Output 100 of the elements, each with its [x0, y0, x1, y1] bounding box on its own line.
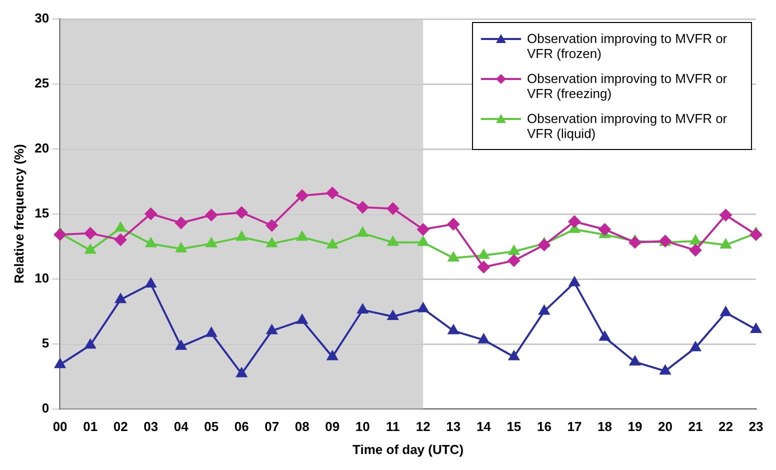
- point: [478, 249, 490, 259]
- point: [689, 244, 702, 256]
- point: [599, 331, 610, 341]
- point: [296, 190, 308, 202]
- x-tick-label: 00: [52, 419, 68, 434]
- x-tick-label: 20: [658, 419, 672, 434]
- x-tick-label: 21: [688, 419, 703, 434]
- point: [176, 242, 186, 252]
- point: [478, 334, 490, 344]
- point: [327, 350, 338, 360]
- point: [357, 304, 368, 314]
- point: [144, 208, 157, 220]
- x-tick-label: 15: [506, 419, 522, 434]
- point: [205, 209, 218, 222]
- point: [750, 228, 762, 241]
- point: [114, 234, 127, 246]
- legend-label: Observation improving to MVFR or VFR (frozen): [527, 31, 728, 61]
- point: [628, 236, 641, 248]
- point: [115, 294, 126, 304]
- x-tick-label: 13: [446, 419, 461, 434]
- point: [720, 306, 732, 316]
- point: [508, 254, 520, 267]
- point: [660, 365, 671, 375]
- x-tick-label: 16: [536, 419, 552, 434]
- point: [327, 239, 338, 248]
- point: [266, 220, 278, 232]
- x-tick-label: 07: [264, 419, 280, 434]
- point: [598, 223, 611, 236]
- point: [266, 324, 278, 334]
- x-tick-label: 17: [567, 419, 582, 434]
- point: [236, 206, 248, 218]
- point: [448, 252, 459, 262]
- y-tick-label: 0: [42, 400, 50, 416]
- x-tick-label: 19: [628, 419, 642, 434]
- point: [115, 222, 126, 232]
- point: [146, 238, 156, 248]
- x-tick-label: 09: [325, 419, 340, 434]
- x-tick-label: 10: [355, 419, 370, 434]
- legend-label: Observation improving to MVFR or VFR (liquid): [527, 111, 728, 141]
- y-tick-label: 10: [34, 270, 50, 286]
- point: [206, 238, 217, 248]
- point: [296, 231, 308, 241]
- x-axis-title: Time of day (UTC): [352, 442, 464, 457]
- y-tick-label: 15: [34, 205, 50, 220]
- point: [356, 201, 369, 214]
- point: [720, 209, 732, 222]
- point: [720, 239, 732, 248]
- x-tick-label: 23: [748, 419, 764, 434]
- x-tick-label: 03: [144, 419, 158, 434]
- x-tick-label: 04: [174, 419, 190, 434]
- point: [448, 324, 459, 334]
- point: [236, 231, 247, 241]
- x-tick-label: 14: [476, 419, 492, 434]
- x-tick-label: 18: [597, 419, 612, 434]
- point: [84, 227, 96, 240]
- point: [386, 202, 399, 215]
- y-axis-title: Relative frequency (%): [11, 144, 26, 284]
- point: [84, 339, 96, 349]
- point: [690, 342, 701, 352]
- y-tick-label: 20: [34, 140, 50, 156]
- point: [175, 216, 188, 229]
- point: [266, 238, 278, 248]
- point: [418, 302, 428, 312]
- x-tick-label: 01: [83, 419, 98, 434]
- point: [388, 310, 398, 320]
- point: [569, 276, 580, 286]
- point: [690, 235, 701, 245]
- point: [206, 327, 217, 337]
- point: [447, 218, 460, 230]
- x-tick-label: 06: [234, 419, 249, 434]
- point: [538, 239, 550, 251]
- x-tick-label: 12: [416, 419, 430, 434]
- point: [296, 314, 308, 324]
- point: [750, 324, 762, 333]
- point: [508, 350, 520, 360]
- y-tick-label: 25: [34, 75, 50, 90]
- point: [146, 278, 156, 288]
- x-tick-label: 22: [718, 419, 733, 434]
- y-tick-label: 30: [34, 10, 50, 26]
- point: [508, 246, 520, 255]
- point: [176, 340, 186, 350]
- legend-label: Observation improving to MVFR or VFR (freezing): [527, 71, 728, 101]
- point: [54, 228, 66, 241]
- x-tick-label: 11: [386, 419, 400, 434]
- point: [418, 236, 428, 246]
- y-tick-label: 5: [42, 335, 50, 350]
- point: [478, 261, 490, 274]
- point: [417, 223, 430, 236]
- x-tick-label: 05: [204, 419, 219, 434]
- point: [326, 187, 338, 199]
- point: [84, 244, 96, 254]
- point: [236, 368, 247, 378]
- x-tick-label: 02: [113, 419, 128, 434]
- x-tick-label: 08: [294, 419, 310, 434]
- point: [54, 358, 66, 368]
- point: [388, 236, 398, 246]
- point: [630, 356, 640, 366]
- point: [568, 216, 580, 228]
- point: [357, 227, 368, 237]
- point: [538, 305, 550, 315]
